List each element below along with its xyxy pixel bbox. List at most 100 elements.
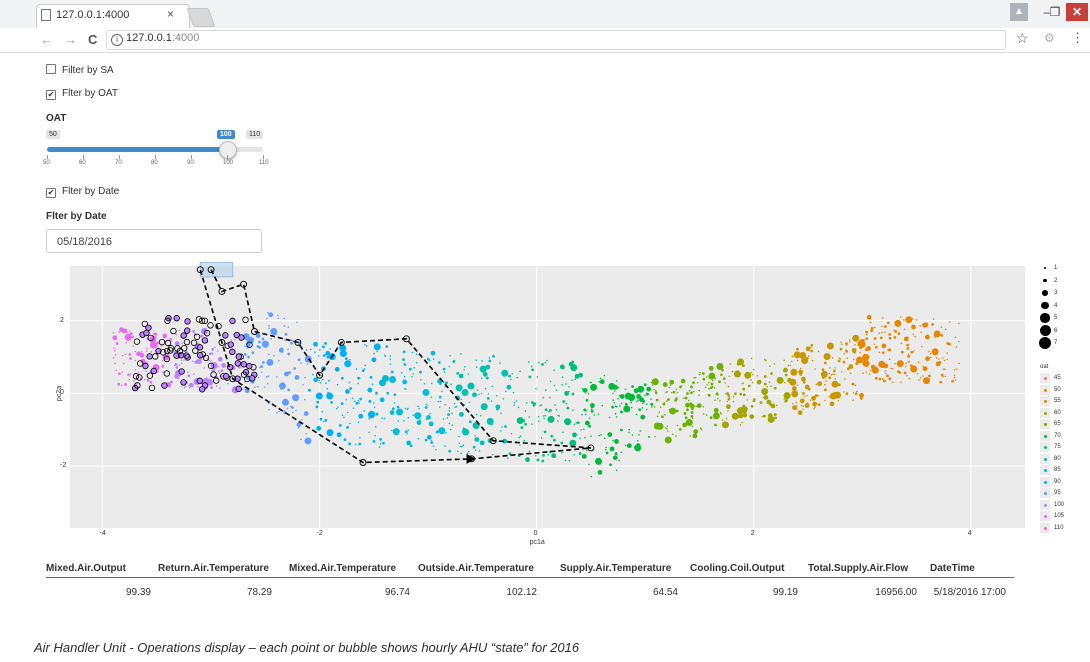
- data-point: [417, 438, 420, 440]
- data-point: [382, 441, 385, 445]
- highlighted-point: [152, 353, 159, 360]
- data-point: [756, 375, 759, 377]
- extension-icon[interactable]: ⚙: [1044, 31, 1055, 45]
- filter-date-checkbox[interactable]: ✔ Flter by Date: [46, 186, 119, 198]
- browser-tab[interactable]: [36, 4, 190, 29]
- close-window-button[interactable]: ✕: [1066, 3, 1088, 21]
- data-point: [838, 357, 841, 360]
- data-point: [258, 340, 261, 344]
- data-point: [845, 392, 849, 396]
- data-point: [393, 402, 396, 404]
- checkbox-checked-icon[interactable]: ✔: [46, 188, 56, 198]
- data-point: [894, 362, 896, 365]
- data-point: [837, 359, 841, 363]
- table-header[interactable]: DateTime: [930, 563, 975, 574]
- data-point: [611, 405, 614, 409]
- data-point: [439, 400, 442, 403]
- data-point: [467, 382, 475, 390]
- bookmark-star-icon[interactable]: ☆: [1016, 30, 1029, 46]
- highlighted-point: [160, 349, 167, 356]
- table-header[interactable]: Supply.Air.Temperature: [560, 563, 672, 574]
- slider-tick-label: 100: [223, 160, 234, 166]
- highlighted-point: [198, 317, 206, 324]
- highlighted-point: [222, 373, 230, 380]
- maximize-button[interactable]: ❐: [1049, 5, 1061, 19]
- data-point: [156, 345, 158, 348]
- data-point: [547, 415, 555, 423]
- back-button[interactable]: ←: [40, 32, 53, 47]
- data-point: [597, 469, 603, 475]
- user-icon[interactable]: ▲: [1010, 3, 1028, 21]
- data-point: [293, 367, 296, 370]
- oat-slider-handle[interactable]: [219, 141, 237, 159]
- filter-sa-checkbox[interactable]: Filter by SA: [46, 64, 114, 76]
- data-point: [364, 364, 367, 367]
- data-point: [281, 348, 284, 351]
- color-legend-dot: [1044, 446, 1047, 449]
- date-input[interactable]: 05/18/2016: [46, 229, 262, 253]
- table-header[interactable]: Outside.Air.Temperature: [418, 563, 534, 574]
- data-point: [870, 330, 873, 333]
- data-point: [217, 370, 220, 372]
- color-legend-label: 55: [1054, 398, 1061, 404]
- highlighted-point: [207, 362, 215, 370]
- data-point: [278, 347, 284, 353]
- data-point: [275, 376, 278, 378]
- data-point: [474, 449, 477, 451]
- data-point: [357, 376, 360, 380]
- data-point: [463, 365, 466, 368]
- data-point: [261, 337, 265, 341]
- data-point: [322, 378, 324, 381]
- data-point: [886, 321, 890, 325]
- data-point: [628, 431, 630, 434]
- data-point: [528, 450, 531, 453]
- data-point: [722, 377, 726, 381]
- data-point: [502, 398, 505, 400]
- data-point: [278, 382, 286, 390]
- data-point: [437, 400, 440, 403]
- data-point: [690, 385, 693, 389]
- table-header[interactable]: Mixed.Air.Temperature: [289, 563, 397, 574]
- reload-button[interactable]: C: [88, 32, 98, 47]
- data-point: [646, 392, 650, 396]
- brush-selection-box[interactable]: [199, 261, 234, 278]
- data-point: [931, 322, 935, 326]
- checkbox-icon[interactable]: [46, 64, 56, 74]
- forward-button[interactable]: →: [64, 32, 77, 47]
- data-point: [798, 369, 804, 375]
- data-point: [811, 395, 816, 401]
- table-header[interactable]: Cooling.Coil.Output: [690, 563, 785, 574]
- table-header[interactable]: Return.Air.Temperature: [158, 563, 269, 574]
- url-text[interactable]: 127.0.0.1:4000: [126, 32, 199, 44]
- data-point: [371, 383, 374, 386]
- filter-oat-checkbox[interactable]: ✔ Flter by OAT: [46, 88, 118, 100]
- data-point: [842, 391, 845, 393]
- highlighted-point: [196, 344, 204, 351]
- data-point: [430, 439, 433, 442]
- data-point: [286, 407, 289, 410]
- data-point: [374, 425, 377, 428]
- data-point: [770, 372, 773, 375]
- tab-close-icon[interactable]: ×: [167, 7, 175, 21]
- tab-title[interactable]: 127.0.0.1:4000: [56, 9, 130, 21]
- info-icon[interactable]: i: [111, 34, 123, 46]
- data-point: [584, 436, 586, 439]
- data-point: [878, 351, 881, 354]
- data-point: [448, 365, 451, 368]
- checkbox-checked-icon[interactable]: ✔: [46, 90, 56, 100]
- data-point: [430, 396, 433, 399]
- menu-icon[interactable]: ⋮: [1071, 30, 1084, 45]
- data-point: [773, 386, 777, 390]
- data-point: [531, 423, 533, 425]
- data-point: [664, 436, 672, 444]
- data-point: [865, 330, 869, 334]
- minimize-button[interactable]: –: [1043, 5, 1051, 19]
- plot-panel[interactable]: [70, 266, 1025, 528]
- data-point: [783, 398, 786, 400]
- data-point: [283, 317, 286, 320]
- data-point: [479, 414, 482, 417]
- table-header[interactable]: Mixed.Air.Output: [46, 563, 126, 574]
- url-input[interactable]: [106, 30, 1006, 50]
- table-header[interactable]: Total.Supply.Air.Flow: [808, 563, 909, 574]
- data-point: [826, 342, 834, 350]
